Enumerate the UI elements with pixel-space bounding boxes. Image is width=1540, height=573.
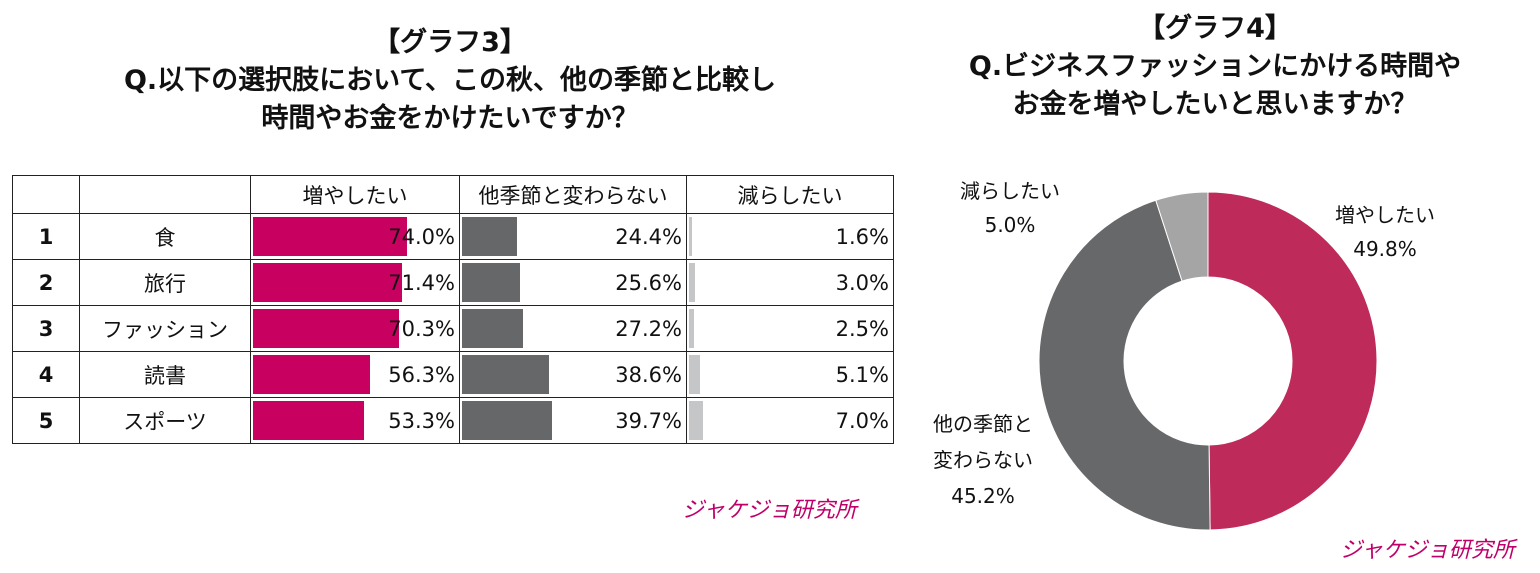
item-cell: 食 bbox=[79, 213, 251, 260]
slice-label-same: 他の季節と 変わらない 45.2% bbox=[918, 406, 1048, 514]
value-label: 53.3% bbox=[388, 408, 455, 433]
graph4-title: 【グラフ4】 Q.ビジネスファッションにかける時間や お金を増やしたいと思います… bbox=[905, 10, 1525, 124]
graph3-table: 増やしたい 他季節と変わらない 減らしたい 1 食 74.0% 24.4% 1.… bbox=[12, 175, 894, 444]
value-cell: 27.2% bbox=[459, 305, 687, 352]
value-label: 38.6% bbox=[615, 362, 682, 387]
slice-name: 増やしたい bbox=[1335, 203, 1435, 227]
table-row: 3 ファッション 70.3% 27.2% 2.5% bbox=[12, 305, 894, 352]
donut-slice bbox=[1038, 199, 1211, 531]
graph3-title-line: 【グラフ3】 bbox=[373, 27, 527, 58]
value-label: 1.6% bbox=[835, 224, 889, 249]
graph4-title-line: Q.ビジネスファッションにかける時間や bbox=[968, 51, 1462, 82]
slice-label-decrease: 減らしたい 5.0% bbox=[960, 174, 1060, 242]
value-label: 39.7% bbox=[615, 408, 682, 433]
slice-name: 変わらない bbox=[933, 448, 1033, 472]
bar bbox=[253, 263, 402, 302]
slice-value: 49.8% bbox=[1353, 237, 1417, 261]
value-label: 25.6% bbox=[615, 270, 682, 295]
value-cell: 1.6% bbox=[686, 213, 894, 260]
value-cell: 2.5% bbox=[686, 305, 894, 352]
bar bbox=[689, 309, 695, 348]
bar bbox=[462, 309, 524, 348]
header-rank bbox=[12, 175, 80, 214]
value-label: 56.3% bbox=[388, 362, 455, 387]
header-col: 他季節と変わらない bbox=[459, 175, 687, 214]
value-label: 2.5% bbox=[835, 316, 889, 341]
slice-name: 他の季節と bbox=[933, 412, 1033, 436]
bar bbox=[462, 263, 520, 302]
graph3-title-line: 時間やお金をかけたいですか？ bbox=[261, 103, 639, 134]
slice-value: 5.0% bbox=[984, 213, 1036, 237]
value-label: 74.0% bbox=[388, 224, 455, 249]
slice-name: 減らしたい bbox=[960, 179, 1060, 203]
value-cell: 71.4% bbox=[250, 259, 460, 306]
table-row: 5 スポーツ 53.3% 39.7% 7.0% bbox=[12, 397, 894, 444]
item-cell: ファッション bbox=[79, 305, 251, 352]
header-col: 増やしたい bbox=[250, 175, 460, 214]
value-cell: 70.3% bbox=[250, 305, 460, 352]
bar bbox=[689, 355, 700, 394]
bar bbox=[462, 401, 552, 440]
table-row: 2 旅行 71.4% 25.6% 3.0% bbox=[12, 259, 894, 306]
graph3-title: 【グラフ3】 Q.以下の選択肢において、この秋、他の季節と比較し 時間やお金をか… bbox=[20, 24, 880, 138]
logo: ジャケジョ研究所 bbox=[1340, 538, 1515, 563]
bar bbox=[253, 309, 400, 348]
bar bbox=[689, 263, 696, 302]
slice-label-increase: 増やしたい 49.8% bbox=[1330, 198, 1440, 266]
logo: ジャケジョ研究所 bbox=[682, 498, 857, 523]
value-label: 70.3% bbox=[388, 316, 455, 341]
item-cell: 旅行 bbox=[79, 259, 251, 306]
bar bbox=[462, 355, 550, 394]
header-col: 減らしたい bbox=[686, 175, 894, 214]
value-label: 5.1% bbox=[835, 362, 889, 387]
graph4-title-line: 【グラフ4】 bbox=[1138, 13, 1292, 44]
value-cell: 24.4% bbox=[459, 213, 687, 260]
value-cell: 5.1% bbox=[686, 351, 894, 398]
donut-slice bbox=[1155, 191, 1209, 282]
rank-cell: 1 bbox=[12, 213, 80, 260]
value-label: 27.2% bbox=[615, 316, 682, 341]
value-cell: 53.3% bbox=[250, 397, 460, 444]
bar bbox=[689, 401, 704, 440]
table-row: 1 食 74.0% 24.4% 1.6% bbox=[12, 213, 894, 260]
value-cell: 39.7% bbox=[459, 397, 687, 444]
value-cell: 74.0% bbox=[250, 213, 460, 260]
bar bbox=[462, 217, 518, 256]
value-label: 71.4% bbox=[388, 270, 455, 295]
value-label: 3.0% bbox=[835, 270, 889, 295]
item-cell: 読書 bbox=[79, 351, 251, 398]
rank-cell: 2 bbox=[12, 259, 80, 306]
bar bbox=[689, 217, 693, 256]
rank-cell: 4 bbox=[12, 351, 80, 398]
donut-slice bbox=[1207, 191, 1378, 531]
rank-cell: 5 bbox=[12, 397, 80, 444]
value-label: 7.0% bbox=[835, 408, 889, 433]
bar bbox=[253, 217, 407, 256]
value-label: 24.4% bbox=[615, 224, 682, 249]
bar bbox=[253, 401, 364, 440]
item-cell: スポーツ bbox=[79, 397, 251, 444]
bar bbox=[253, 355, 371, 394]
graph3-title-line: Q.以下の選択肢において、この秋、他の季節と比較し bbox=[123, 65, 777, 96]
slice-value: 45.2% bbox=[951, 484, 1015, 508]
value-cell: 3.0% bbox=[686, 259, 894, 306]
value-cell: 7.0% bbox=[686, 397, 894, 444]
graph4-title-line: お金を増やしたいと思いますか？ bbox=[1012, 89, 1418, 120]
